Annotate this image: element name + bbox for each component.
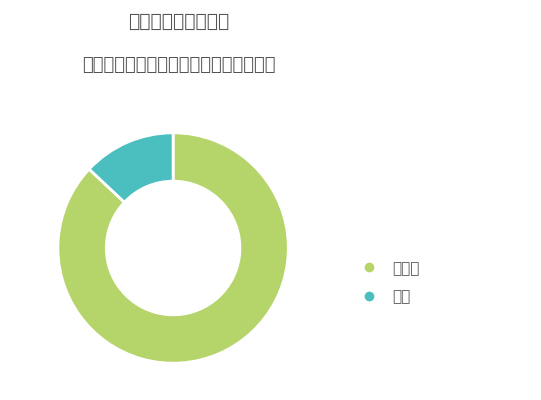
Text: 自宅に固定電話は必要だと思いますか。: 自宅に固定電話は必要だと思いますか。 <box>82 56 275 74</box>
Wedge shape <box>89 133 173 202</box>
Legend: 不必要, 必要: 不必要, 必要 <box>348 254 426 310</box>
Wedge shape <box>58 133 288 363</box>
Text: 「一人暮らしの方」: 「一人暮らしの方」 <box>128 12 229 31</box>
Text: 13%: 13% <box>120 159 157 177</box>
Text: 87%: 87% <box>189 319 226 337</box>
